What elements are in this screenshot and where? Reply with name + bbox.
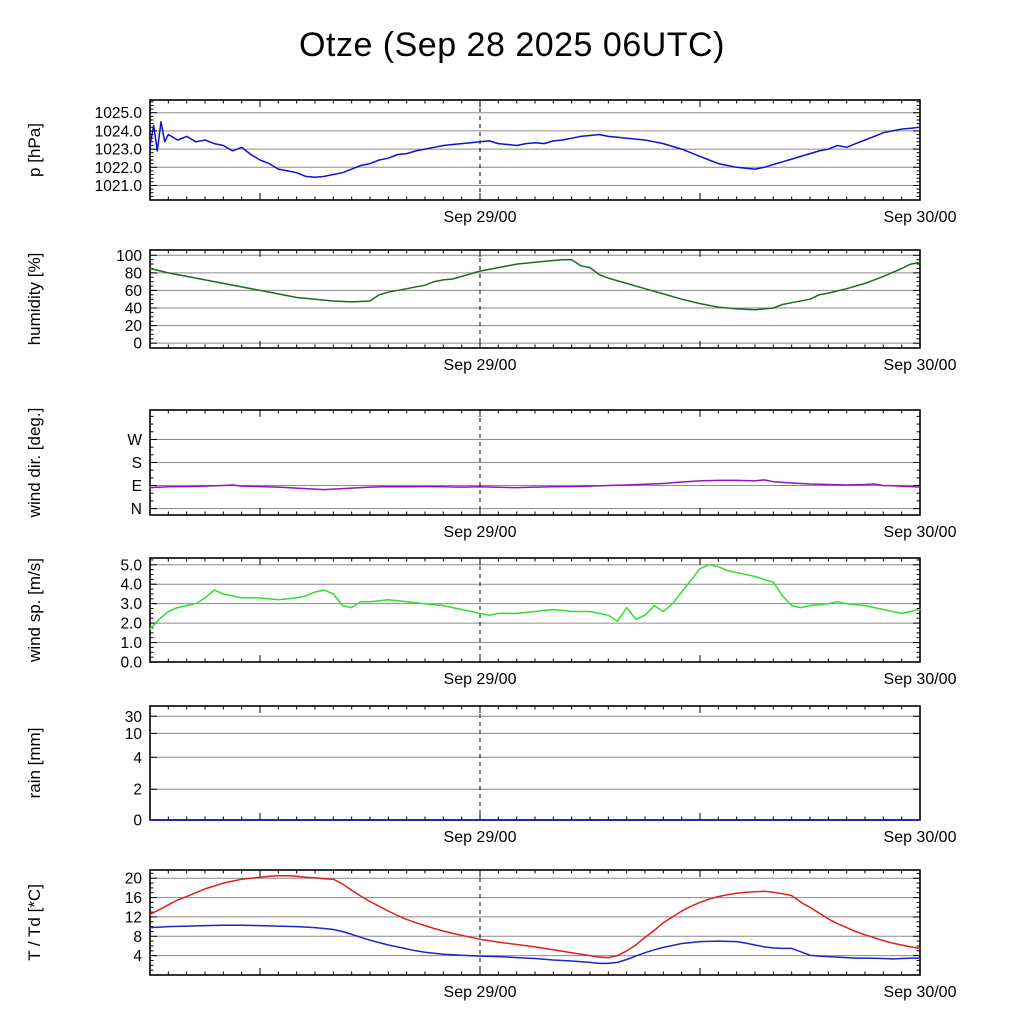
panel-wind-speed: 0.0 1.0 2.0 3.0 4.0 5.0 wind sp. [m/s] Sep 29/0…	[25, 557, 957, 688]
y-axis-label: humidity [%]	[25, 253, 44, 346]
panel-temperature: 4 8 12 16 20 T / Td [*C] Sep 29/00 Sep 30/00	[25, 869, 957, 1001]
panel-frame	[149, 99, 921, 201]
panel-frame	[149, 869, 921, 976]
y-tick-label: 1023.0	[95, 142, 143, 159]
panel-frame	[149, 249, 921, 349]
y-tick-label: 60	[125, 283, 143, 300]
y-tick-label: 2	[133, 782, 142, 799]
y-tick-label: 80	[125, 265, 143, 282]
y-tick-label: 0	[133, 336, 142, 353]
panel-frame	[149, 705, 921, 821]
x-tick-label: Sep 29/00	[444, 357, 517, 374]
y-tick-label: 10	[125, 726, 143, 743]
panel-frame	[149, 557, 921, 663]
y-tick-label: 3.0	[120, 596, 142, 613]
y-tick-label: E	[132, 478, 142, 495]
y-tick-label: 1024.0	[95, 123, 143, 140]
chart-title: Otze (Sep 28 2025 06UTC)	[299, 26, 725, 64]
y-tick-label: 16	[125, 890, 142, 907]
x-tick-label: Sep 30/00	[884, 829, 957, 846]
wind-direction-line	[149, 479, 921, 491]
y-tick-label: 4.0	[120, 577, 142, 594]
x-tick-label: Sep 30/00	[884, 671, 957, 688]
y-axis-label: rain [mm]	[25, 728, 44, 799]
y-tick-label: 5.0	[120, 557, 142, 574]
y-axis-label: p [hPa]	[25, 123, 44, 177]
y-tick-label: 4	[133, 948, 142, 965]
y-tick-label: 0.0	[120, 655, 142, 672]
y-axis-label: T / Td [*C]	[25, 884, 44, 961]
humidity-line	[149, 258, 921, 311]
x-tick-label: Sep 30/00	[884, 209, 957, 226]
y-tick-label: 4	[133, 750, 142, 767]
y-tick-label: 8	[133, 929, 142, 946]
pressure-line	[149, 121, 921, 179]
y-tick-label: 12	[125, 909, 142, 926]
y-tick-label: 0	[133, 813, 142, 830]
x-tick-label: Sep 29/00	[444, 984, 517, 1001]
y-axis-label: wind sp. [m/s]	[25, 558, 44, 663]
y-tick-label: 20	[125, 871, 143, 888]
x-tick-label: Sep 30/00	[884, 357, 957, 374]
y-tick-label: 1021.0	[95, 178, 143, 195]
x-tick-label: Sep 29/00	[444, 671, 517, 688]
y-tick-label: N	[131, 501, 142, 518]
wind-speed-line	[149, 564, 921, 630]
y-tick-label: 40	[125, 301, 143, 318]
y-tick-label: 2.0	[120, 616, 142, 633]
y-tick-label: 20	[125, 318, 143, 335]
dewpoint-line	[149, 924, 921, 965]
y-tick-label: 1025.0	[95, 105, 143, 122]
x-tick-label: Sep 29/00	[444, 829, 517, 846]
y-tick-label: W	[127, 432, 142, 449]
y-tick-label: S	[132, 455, 142, 472]
temperature-line	[149, 875, 921, 959]
y-axis-label: wind dir. [deg.]	[25, 408, 44, 519]
x-tick-label: Sep 30/00	[884, 524, 957, 541]
panel-frame	[149, 409, 921, 516]
x-tick-label: Sep 29/00	[444, 524, 517, 541]
x-tick-label: Sep 30/00	[884, 984, 957, 1001]
y-tick-label: 1.0	[120, 635, 142, 652]
y-tick-label: 100	[116, 248, 142, 265]
x-tick-label: Sep 29/00	[444, 209, 517, 226]
y-tick-label: 30	[125, 709, 143, 726]
y-tick-label: 1022.0	[95, 160, 143, 177]
